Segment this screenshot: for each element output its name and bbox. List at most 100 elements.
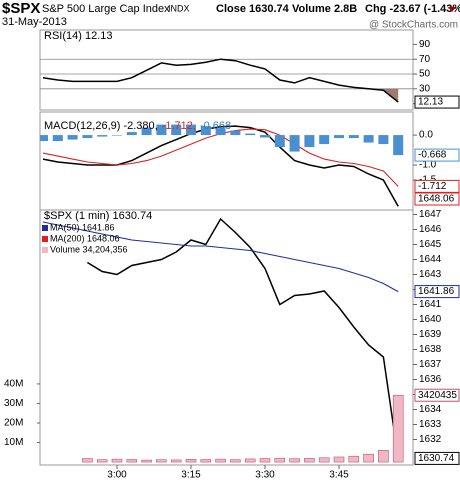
bar bbox=[259, 458, 271, 463]
y-tick-label: -1.0 bbox=[419, 160, 437, 171]
panel bbox=[39, 111, 414, 211]
value-tag bbox=[414, 192, 460, 206]
panel-title: MACD(12,26,9) -2.380, -1.712, -0.668 bbox=[44, 120, 231, 132]
value-tag bbox=[414, 285, 460, 299]
bar bbox=[67, 135, 78, 140]
y2-tick-label: 20M bbox=[4, 418, 23, 429]
bar bbox=[112, 135, 122, 136]
bar bbox=[244, 458, 256, 463]
y-tick-label: 1634 bbox=[419, 404, 442, 415]
y-tick-label: 90 bbox=[419, 39, 431, 50]
value-tag-label: 12.13 bbox=[418, 97, 443, 108]
bar bbox=[348, 135, 359, 139]
index-name: S&P 500 Large Cap Index bbox=[42, 3, 170, 15]
down-arrow bbox=[448, 7, 456, 12]
bar bbox=[170, 459, 182, 463]
bar bbox=[156, 124, 167, 136]
y-tick-label: 1646 bbox=[419, 224, 442, 235]
volume: Volume 2.8B bbox=[292, 3, 357, 15]
y-tick-label: 1632 bbox=[419, 434, 442, 445]
bar bbox=[96, 459, 108, 463]
bar bbox=[260, 135, 270, 138]
bar bbox=[348, 455, 360, 463]
legend-entry: Volume 34,204,356 bbox=[50, 244, 128, 254]
close: Close 1630.74 bbox=[216, 3, 290, 15]
line bbox=[42, 125, 399, 207]
source: @ StockCharts.com bbox=[369, 20, 458, 31]
line bbox=[42, 221, 399, 293]
panel bbox=[39, 29, 414, 111]
value-tag bbox=[414, 95, 460, 109]
value-tag-label: -1.712 bbox=[418, 181, 447, 192]
y-tick-label: 50 bbox=[419, 69, 431, 80]
bar bbox=[97, 135, 108, 137]
y2-tick-label: 30M bbox=[4, 398, 23, 409]
y-tick-label: 30 bbox=[419, 83, 431, 94]
y-tick-label: 1643 bbox=[419, 269, 442, 280]
bar bbox=[378, 450, 389, 463]
bar bbox=[200, 459, 212, 463]
bar bbox=[52, 135, 63, 142]
bar bbox=[230, 130, 241, 136]
bar bbox=[141, 459, 152, 463]
title-part: -1.712, bbox=[162, 120, 196, 132]
bar bbox=[304, 458, 315, 463]
bar bbox=[40, 135, 48, 142]
line bbox=[87, 217, 399, 459]
x-tick-label: 3:15 bbox=[181, 470, 201, 481]
y-tick-label: 1637 bbox=[419, 359, 442, 370]
legend-entry: MA(50) 1641.86 bbox=[50, 222, 115, 232]
symbol: $SPX bbox=[2, 0, 40, 17]
value-tag bbox=[414, 388, 460, 402]
bar bbox=[230, 459, 241, 463]
bar bbox=[126, 459, 138, 463]
panel bbox=[39, 209, 414, 466]
plot bbox=[42, 217, 404, 463]
bar bbox=[274, 135, 285, 148]
y2-tick-label: 40M bbox=[4, 379, 23, 390]
bar bbox=[304, 135, 315, 148]
line bbox=[42, 58, 399, 103]
x-tick-label: 3:45 bbox=[329, 470, 349, 481]
value-tag-label: 1648.06 bbox=[418, 194, 455, 205]
bar bbox=[82, 135, 93, 139]
bar bbox=[333, 456, 345, 463]
panel-title: RSI(14) 12.13 bbox=[44, 30, 112, 42]
y-tick-label: 70 bbox=[419, 54, 431, 65]
bar bbox=[289, 135, 300, 152]
y2-tick-label: 10M bbox=[4, 437, 23, 448]
bar bbox=[289, 458, 300, 463]
legend-entry: MA(200) 1648.06 bbox=[50, 233, 120, 243]
bar bbox=[171, 124, 182, 136]
plot bbox=[42, 58, 399, 103]
bar bbox=[156, 459, 167, 463]
legend-swatch bbox=[42, 236, 48, 242]
value-tag-label: 3420435 bbox=[418, 390, 457, 401]
change: Chg -23.67 (-1.43%) bbox=[365, 3, 460, 15]
bar bbox=[215, 458, 226, 463]
y-tick-label: 1640 bbox=[419, 314, 442, 325]
y-tick-label: 0.0 bbox=[419, 130, 433, 141]
bar bbox=[141, 127, 152, 136]
title-part: MACD(12,26,9) -2.380, bbox=[44, 120, 158, 132]
bar bbox=[392, 394, 404, 463]
exchange: INDX bbox=[168, 3, 190, 13]
bar bbox=[334, 135, 344, 139]
legend-swatch bbox=[42, 225, 48, 231]
bar bbox=[185, 459, 197, 463]
bar bbox=[82, 458, 93, 463]
bar bbox=[378, 135, 389, 145]
value-tag bbox=[414, 179, 460, 193]
y-tick-label: 1644 bbox=[419, 254, 442, 265]
bar bbox=[274, 457, 286, 463]
y-tick-label: 1638 bbox=[419, 344, 442, 355]
plot bbox=[40, 124, 404, 207]
y-tick-label: 1647 bbox=[419, 209, 442, 220]
bar bbox=[393, 135, 404, 156]
bar bbox=[215, 128, 226, 136]
legend-swatch bbox=[42, 247, 48, 253]
bar bbox=[245, 133, 256, 136]
value-tag-label: 1641.86 bbox=[418, 286, 455, 297]
y-tick-label: 1645 bbox=[419, 239, 442, 250]
value-tag-label: 1630.74 bbox=[418, 453, 455, 464]
